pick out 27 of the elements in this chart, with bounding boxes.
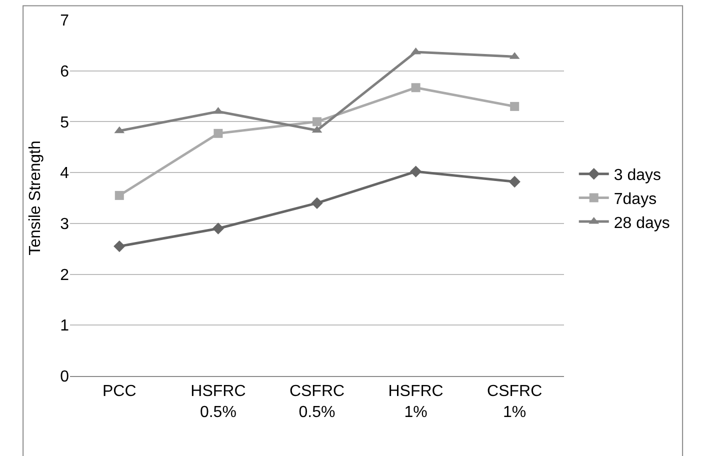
x-tick-label: PCC xyxy=(102,383,136,400)
y-tick-label: 6 xyxy=(60,63,70,80)
legend-label: 3 days xyxy=(614,167,662,184)
y-tick-label: 2 xyxy=(60,266,70,284)
x-tick-label: CSFRC 1% xyxy=(487,383,542,421)
y-tick-label: 7 xyxy=(60,12,70,30)
point xyxy=(508,176,520,188)
y-tick-label: 4 xyxy=(60,165,70,182)
point xyxy=(114,240,126,252)
point xyxy=(214,128,223,138)
point xyxy=(312,117,322,126)
legend-label: 7days xyxy=(614,190,657,208)
y-tick-label: 1 xyxy=(60,318,70,335)
point xyxy=(114,190,124,200)
y-tick-label: 0 xyxy=(60,368,70,386)
x-tick-label: HSFRC 1% xyxy=(388,383,444,421)
y-tick-label: 3 xyxy=(60,216,70,234)
point xyxy=(410,166,422,178)
legend-label: 28 days xyxy=(614,214,670,232)
point xyxy=(212,222,224,234)
point xyxy=(510,102,520,111)
y-tick-label: 5 xyxy=(60,114,70,132)
point xyxy=(411,83,420,92)
x-tick-label: CSFRC 0.5% xyxy=(289,383,345,421)
x-tick-label: HSFRC 0.5% xyxy=(190,383,246,421)
y-axis-title: Tensile Strength xyxy=(26,140,44,256)
point xyxy=(311,197,323,209)
